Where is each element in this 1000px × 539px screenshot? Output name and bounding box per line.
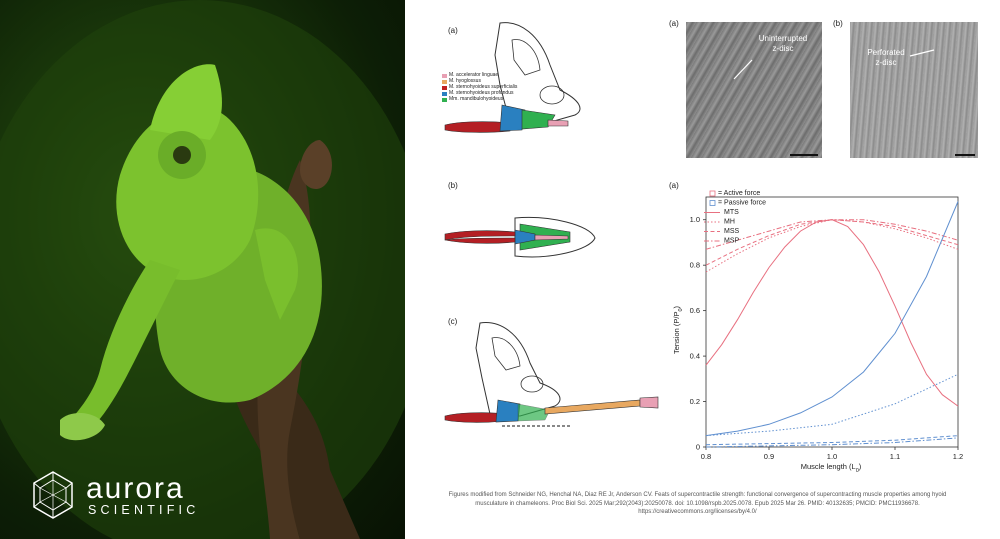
brand-logo: aurora SCIENTIFIC — [28, 470, 228, 520]
legend-swatch — [442, 92, 447, 96]
scale-bar — [790, 154, 818, 156]
legend-entry: MH — [724, 219, 735, 226]
x-tick-label: 1.0 — [827, 452, 837, 461]
muscle-legend-item: Mm. mandibulohyoideus — [449, 96, 504, 102]
legend-marker — [709, 190, 716, 197]
muscle-legend-item: M. sternohyoideus superficialis — [449, 84, 518, 90]
series-line-mss-active — [705, 219, 959, 266]
chart-legend: = Active force = Passive force MTS MH MSS MSP — [704, 190, 766, 245]
y-tick-label: 0 — [696, 443, 700, 452]
series-line-mts-active — [705, 219, 959, 407]
skull-diagram-b — [444, 216, 596, 258]
legend-entry: = Passive force — [718, 200, 766, 207]
muscle-legend-item: M. hyoglossus — [449, 78, 481, 84]
skull-diagram-a — [444, 22, 581, 133]
caption-line: Figures modified from Schneider NG, Henc… — [448, 492, 947, 498]
micrograph-uninterrupted: Uninterrupted z-disc — [686, 22, 822, 158]
series-line-mts-passive — [705, 201, 959, 437]
caption-line: https://creativecommons.org/licenses/by/… — [638, 509, 757, 515]
aurora-logo-icon — [33, 471, 73, 519]
legend-swatch — [442, 74, 447, 78]
x-tick-label: 0.8 — [701, 452, 711, 461]
chart-lines — [705, 201, 959, 448]
y-tick-label: 0.6 — [690, 306, 700, 315]
micrograph-annotation-b: Perforated z-disc — [867, 48, 905, 67]
muscle-legend-item: M. sternohyoideus profundus — [449, 90, 514, 96]
series-line-msp-passive — [705, 437, 959, 448]
legend-entry: = Active force — [718, 190, 760, 197]
legend-marker — [709, 200, 716, 206]
series-line-msp-active — [705, 219, 959, 250]
legend-entry: MSS — [724, 228, 740, 235]
legend-swatch — [442, 80, 447, 84]
micrograph-annotation-a: Uninterrupted z-disc — [758, 34, 808, 53]
chart-panel-label: (a) — [669, 181, 679, 190]
y-tick-label: 0.4 — [690, 352, 700, 361]
x-tick-label: 0.9 — [764, 452, 774, 461]
legend-swatch — [442, 98, 447, 102]
panel-label-a: (a) — [448, 26, 458, 35]
panel-label-b: (b) — [448, 181, 458, 190]
series-line-mss-passive — [705, 435, 959, 446]
micrograph-label-b: (b) — [833, 19, 843, 28]
scale-bar — [955, 154, 975, 156]
legend-entry: MTS — [724, 209, 739, 216]
legend-entry: MSP — [724, 238, 740, 245]
series-line-mh-active — [705, 219, 959, 273]
plot-frame — [705, 196, 959, 448]
x-axis-label: Muscle length (L0) — [801, 462, 862, 474]
x-tick-label: 1.1 — [890, 452, 900, 461]
y-axis-label-sub: 0 — [678, 308, 684, 311]
x-axis-label-sub: 0 — [856, 468, 859, 474]
x-axis-label-close: ) — [859, 462, 862, 471]
brand-name: aurora — [86, 472, 185, 505]
annotation-arrow — [909, 49, 935, 57]
legend-swatch — [442, 86, 447, 90]
muscle-legend-item: M. accelerator linguae — [449, 72, 499, 78]
chart-axes: 0.8 0.9 1.0 1.1 1.2 0 0.2 0.4 0.6 0.8 1.0 — [690, 196, 963, 461]
brand-subtitle: SCIENTIFIC — [88, 503, 200, 517]
figure-caption: Figures modified from Schneider NG, Henc… — [420, 491, 975, 517]
panel-label-c: (c) — [448, 317, 458, 326]
series-line-mh-passive — [705, 373, 959, 437]
chameleon-illustration — [0, 0, 405, 539]
x-tick-label: 1.2 — [953, 452, 963, 461]
micrograph-perforated: Perforated z-disc — [850, 22, 978, 158]
chameleon-photo: aurora SCIENTIFIC — [0, 0, 405, 539]
caption-line: musculature in chameleons. Proc Biol Sci… — [475, 500, 920, 507]
annotation-arrow — [733, 59, 753, 80]
y-axis-label-close: ) — [672, 305, 681, 308]
y-tick-label: 0.8 — [690, 261, 700, 270]
tension-length-chart: 0.8 0.9 1.0 1.1 1.2 0 0.2 0.4 0.6 0.8 1.0 = Active… — [672, 190, 963, 474]
y-tick-label: 0.2 — [690, 397, 700, 406]
micrograph-label-a: (a) — [669, 19, 679, 28]
y-tick-label: 1.0 — [690, 215, 700, 224]
y-axis-label: Tension (P/P0) — [672, 305, 684, 354]
skull-diagram-c — [444, 322, 659, 427]
